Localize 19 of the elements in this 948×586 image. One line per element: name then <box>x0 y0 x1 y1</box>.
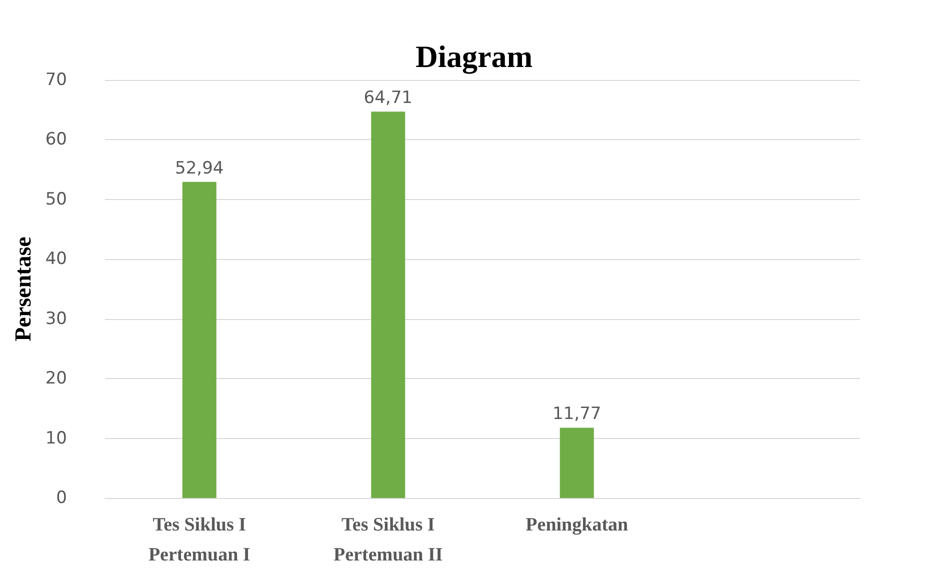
data-label: 11,77 <box>552 404 602 424</box>
data-label: 64,71 <box>364 88 412 108</box>
y-tick-label: 50 <box>45 189 67 210</box>
y-axis-title: Persentase <box>10 236 36 342</box>
y-tick-label: 0 <box>56 488 67 508</box>
bar <box>371 112 406 498</box>
chart-title: Diagram <box>415 39 533 74</box>
bar <box>182 182 216 498</box>
y-tick-label: 40 <box>45 249 67 270</box>
data-label: 52,94 <box>175 158 224 178</box>
x-tick-label: Tes Siklus I Pertemuan I <box>148 514 250 566</box>
x-tick-label: Tes Siklus I Pertemuan II <box>334 514 443 566</box>
y-tick-label: 60 <box>45 130 67 150</box>
bar <box>560 428 594 498</box>
y-tick-label: 30 <box>45 308 67 329</box>
y-tick-label: 10 <box>45 428 67 448</box>
y-tick-label: 20 <box>45 368 67 389</box>
y-tick-label: 70 <box>45 70 67 90</box>
x-tick-label: Peningkatan <box>526 514 629 536</box>
